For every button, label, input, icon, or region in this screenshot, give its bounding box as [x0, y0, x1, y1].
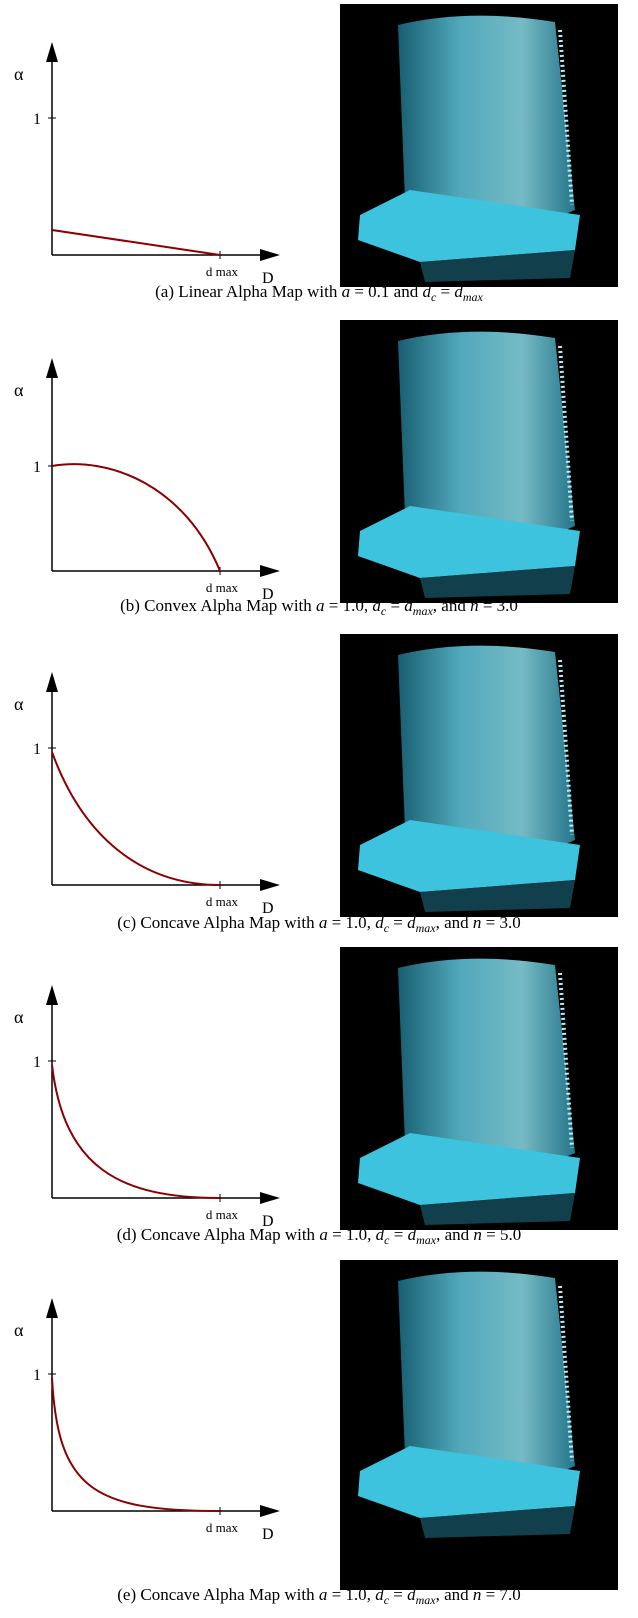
caption-segment: = 3.0	[481, 913, 520, 932]
caption-segment: max	[416, 1233, 437, 1247]
caption: (e) Concave Alpha Map with a = 1.0, dc =…	[117, 1585, 521, 1607]
caption: (b) Convex Alpha Map with a = 1.0, dc = …	[120, 596, 518, 618]
y-tick-label: 1	[33, 1367, 41, 1384]
alpha-curve	[52, 1065, 220, 1198]
caption-segment: n	[470, 596, 479, 615]
caption-segment: (c) Concave Alpha Map with	[117, 913, 319, 932]
caption-segment: =	[386, 596, 404, 615]
caption-segment: a	[319, 1225, 328, 1244]
caption-segment: max	[416, 921, 437, 935]
caption-segment: =	[389, 913, 407, 932]
caption-segment: (e) Concave Alpha Map with	[117, 1585, 319, 1604]
y-axis-label: α	[14, 64, 24, 84]
y-axis-label: α	[14, 694, 24, 714]
caption-segment: = 1.0,	[327, 913, 375, 932]
caption-segment: n	[473, 1225, 482, 1244]
caption-segment: = 7.0	[481, 1585, 520, 1604]
x-arrow	[260, 879, 280, 891]
caption-segment: (b) Convex Alpha Map with	[120, 596, 316, 615]
x-tick-label: d max	[206, 580, 239, 595]
x-axis-label: D	[262, 1526, 274, 1543]
caption-segment: , and	[433, 596, 470, 615]
x-arrow	[260, 249, 280, 261]
caption-segment: =	[436, 282, 454, 301]
x-arrow	[260, 1505, 280, 1517]
y-arrow	[46, 358, 58, 378]
caption-segment: n	[473, 1585, 482, 1604]
caption-segment: max	[413, 604, 434, 618]
alpha-curve	[52, 1378, 220, 1511]
caption-segment: n	[473, 913, 482, 932]
caption: (d) Concave Alpha Map with a = 1.0, dc =…	[117, 1225, 521, 1247]
alpha-curve	[52, 464, 220, 571]
caption-segment: max	[463, 290, 484, 304]
x-tick-label: d max	[206, 1207, 239, 1222]
y-arrow	[46, 1298, 58, 1318]
caption-segment: a	[319, 1585, 328, 1604]
y-tick-label: 1	[33, 1054, 41, 1071]
caption-segment: = 1.0,	[325, 596, 373, 615]
x-tick-label: d max	[206, 264, 239, 279]
caption-segment: max	[416, 1593, 437, 1607]
caption-segment: =	[389, 1585, 407, 1604]
caption-segment: = 1.0,	[327, 1585, 375, 1604]
caption-segment: = 0.1 and	[350, 282, 422, 301]
panel: α 1 d max D (e) Concave Alpha Map with a = 1…	[14, 1260, 618, 1607]
caption-segment: =	[389, 1225, 407, 1244]
alpha-map-diagram: α 1 d max D	[14, 1298, 280, 1543]
y-axis-label: α	[14, 1007, 24, 1027]
caption-segment: (d) Concave Alpha Map with	[117, 1225, 320, 1244]
rendered-image	[340, 634, 618, 917]
alpha-map-diagram: α1d maxD	[14, 358, 280, 603]
rendered-image	[340, 947, 618, 1230]
caption-segment: , and	[436, 913, 473, 932]
y-arrow	[46, 985, 58, 1005]
y-arrow	[46, 42, 58, 62]
caption-segment: , and	[436, 1225, 473, 1244]
caption-segment: a	[342, 282, 351, 301]
caption: (c) Concave Alpha Map with a = 1.0, dc =…	[117, 913, 521, 935]
x-tick-label: d max	[206, 1520, 239, 1535]
figure: α 1 d max D (a) Linear Alpha Map with a = 0.…	[0, 0, 638, 1618]
caption-segment: = 5.0	[482, 1225, 521, 1244]
y-axis-label: α	[14, 1320, 24, 1340]
y-axis-label: α	[14, 380, 24, 400]
rendered-image	[340, 320, 618, 603]
caption-segment: = 1.0,	[328, 1225, 376, 1244]
alpha-curve	[52, 230, 220, 255]
y-arrow	[46, 672, 58, 692]
y-tick-label: 1	[33, 111, 41, 128]
y-tick-label: 1	[33, 741, 41, 758]
x-arrow	[260, 1192, 280, 1204]
rendered-image	[340, 4, 618, 287]
caption-segment: a	[316, 596, 325, 615]
x-tick-label: d max	[206, 894, 239, 909]
alpha-curve	[52, 752, 220, 885]
caption-segment: (a) Linear Alpha Map with	[155, 282, 341, 301]
y-tick-label: 1	[33, 459, 41, 476]
x-arrow	[260, 565, 280, 577]
caption-segment: , and	[436, 1585, 473, 1604]
figure-canvas: α 1 d max D (a) Linear Alpha Map with a = 0.…	[0, 0, 638, 1618]
caption-segment: = 3.0	[479, 596, 518, 615]
rendered-image	[340, 1260, 618, 1590]
caption-segment: a	[319, 913, 328, 932]
